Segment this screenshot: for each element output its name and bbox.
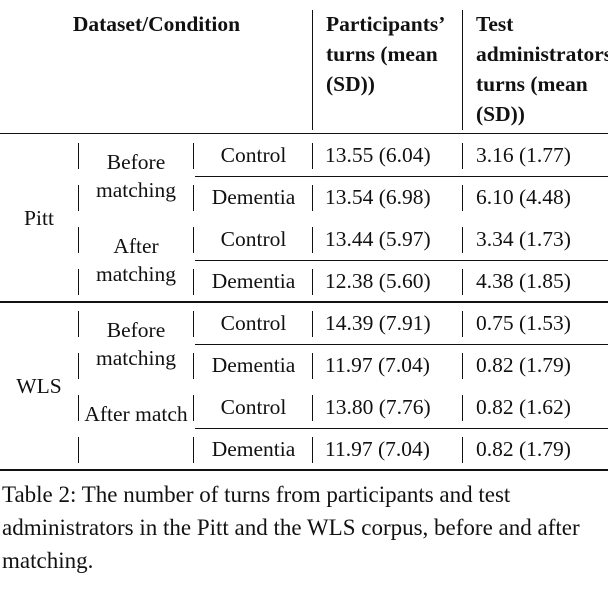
condition: Dementia [211, 269, 296, 293]
column-divider [78, 227, 80, 253]
column-divider [462, 10, 464, 130]
administrator-turns: 6.10 (4.48) [476, 185, 571, 209]
column-divider [78, 395, 80, 421]
column-divider [193, 395, 195, 421]
row-rule [195, 176, 608, 177]
column-divider [193, 269, 195, 295]
column-divider [193, 353, 195, 379]
caption: Table 2: The number of turns from partic… [2, 482, 580, 573]
row-rule [195, 260, 608, 261]
column-divider [462, 437, 464, 463]
administrator-turns: 4.38 (1.85) [476, 269, 571, 293]
column-divider [312, 185, 314, 211]
condition: Dementia [211, 437, 296, 461]
participants-turns: 14.39 (7.91) [325, 311, 431, 335]
condition: Control [220, 311, 287, 335]
participants-turns: 13.80 (7.76) [325, 395, 431, 419]
condition: Dementia [211, 353, 296, 377]
header-rule [0, 133, 608, 135]
column-divider [78, 437, 80, 463]
row-rule [195, 344, 608, 345]
column-divider [312, 269, 314, 295]
column-divider [78, 269, 80, 295]
condition: Control [220, 395, 287, 419]
condition: Dementia [211, 185, 296, 209]
subgroup-label: After matching [95, 234, 176, 286]
administrator-turns: 3.34 (1.73) [476, 227, 571, 251]
column-divider [78, 185, 80, 211]
dataset-label: Pitt [24, 206, 54, 230]
condition: Control [220, 227, 287, 251]
column-divider [78, 353, 80, 379]
column-divider [462, 311, 464, 337]
column-divider [462, 185, 464, 211]
condition: Control [220, 143, 287, 167]
column-divider [312, 395, 314, 421]
subgroup-label: Before matching [95, 318, 176, 370]
participants-turns: 13.54 (6.98) [325, 185, 431, 209]
column-divider [312, 311, 314, 337]
header-administrators: Test administrators’ turns (mean (SD)) [476, 12, 608, 126]
column-divider [312, 10, 314, 130]
subgroup-label: After match [84, 402, 188, 426]
participants-turns: 12.38 (5.60) [325, 269, 431, 293]
dataset-label: WLS [16, 374, 62, 398]
column-divider [462, 395, 464, 421]
bottom-rule [0, 469, 608, 471]
column-divider [462, 269, 464, 295]
subgroup-label: Before matching [95, 150, 176, 202]
column-divider [462, 227, 464, 253]
participants-turns: 13.44 (5.97) [325, 227, 431, 251]
row-rule [195, 428, 608, 429]
group-rule [0, 301, 608, 303]
administrator-turns: 0.82 (1.79) [476, 437, 571, 461]
column-divider [193, 311, 195, 337]
header-participants: Participants’ turns (mean (SD)) [326, 12, 444, 96]
participants-turns: 11.97 (7.04) [325, 437, 430, 461]
administrator-turns: 3.16 (1.77) [476, 143, 571, 167]
column-divider [78, 143, 80, 169]
column-divider [193, 227, 195, 253]
column-divider [312, 353, 314, 379]
column-divider [193, 437, 195, 463]
header-dataset: Dataset/Condition [72, 12, 241, 36]
column-divider [312, 143, 314, 169]
column-divider [462, 353, 464, 379]
column-divider [462, 143, 464, 169]
administrator-turns: 0.82 (1.79) [476, 353, 571, 377]
administrator-turns: 0.75 (1.53) [476, 311, 571, 335]
column-divider [78, 311, 80, 337]
column-divider [312, 437, 314, 463]
participants-turns: 11.97 (7.04) [325, 353, 430, 377]
column-divider [193, 185, 195, 211]
administrator-turns: 0.82 (1.62) [476, 395, 571, 419]
participants-turns: 13.55 (6.04) [325, 143, 431, 167]
column-divider [312, 227, 314, 253]
column-divider [193, 143, 195, 169]
